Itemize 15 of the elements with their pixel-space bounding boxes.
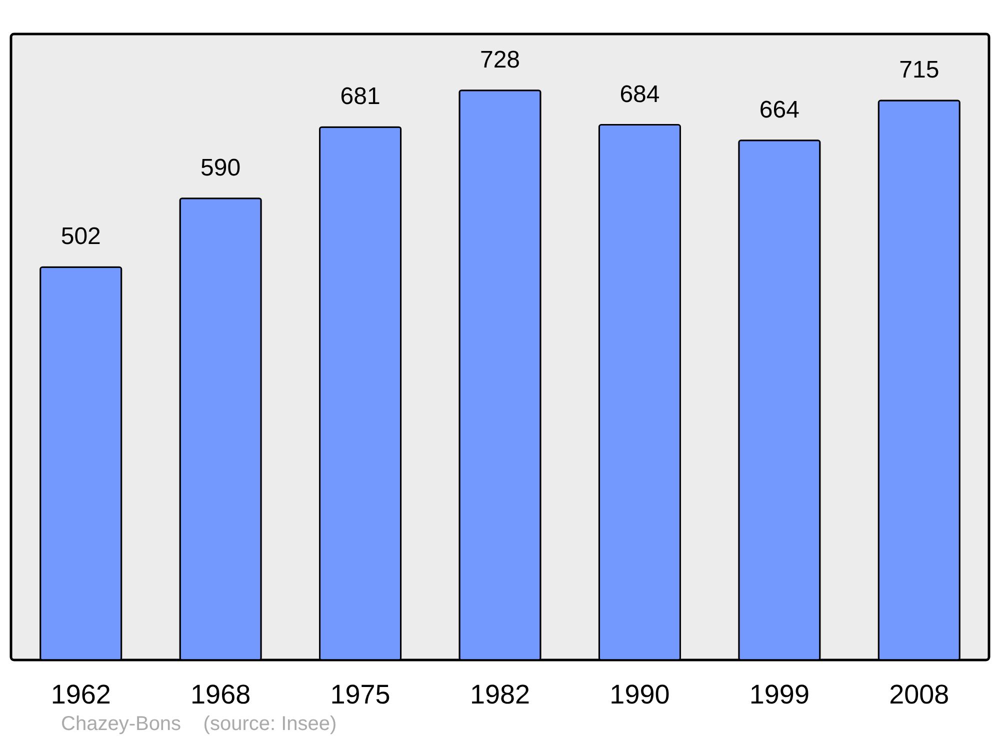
data-label: 664 — [759, 96, 800, 124]
data-label: 715 — [899, 56, 940, 84]
x-tick-label: 1968 — [190, 680, 251, 710]
x-tick-label: 1999 — [749, 680, 810, 710]
x-tick-label: 1990 — [610, 680, 670, 710]
text: Chazey-Bons (source: Insee) — [61, 713, 337, 735]
x-tick-label: 1982 — [470, 680, 530, 710]
data-label: 590 — [200, 154, 241, 182]
data-label: 681 — [340, 83, 380, 110]
data-label: 502 — [60, 223, 101, 250]
x-tick-label: 2008 — [889, 680, 950, 710]
data-label: 728 — [480, 46, 520, 74]
x-tick-label: 1975 — [330, 680, 390, 710]
x-tick-label: 1962 — [50, 680, 111, 710]
data-label: 684 — [620, 80, 660, 108]
